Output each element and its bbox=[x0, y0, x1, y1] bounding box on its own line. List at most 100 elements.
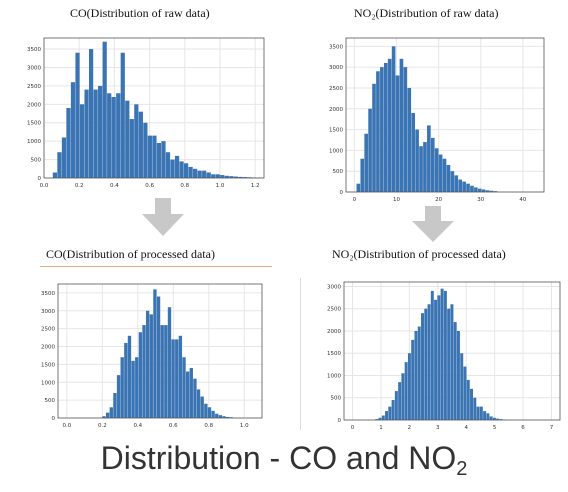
histogram-bar bbox=[486, 413, 490, 420]
histogram-bar bbox=[372, 83, 376, 192]
histogram-bar bbox=[98, 85, 103, 178]
histogram-bar bbox=[430, 137, 435, 192]
histogram-bar bbox=[458, 179, 463, 192]
x-tick-label: 0.8 bbox=[180, 183, 189, 189]
y-tick-label: 500 bbox=[331, 396, 342, 402]
down-arrow-icon bbox=[412, 206, 454, 242]
histogram-bar bbox=[135, 357, 139, 418]
histogram-bar bbox=[388, 406, 392, 420]
histogram-bar bbox=[430, 290, 434, 420]
histogram-bar bbox=[111, 96, 116, 178]
y-tick-label: 1500 bbox=[327, 351, 341, 357]
histogram-bar bbox=[421, 313, 424, 420]
histogram-bar bbox=[206, 172, 211, 178]
histogram-bar bbox=[438, 154, 443, 192]
histogram-bar bbox=[407, 353, 411, 420]
x-tick-label: 5 bbox=[493, 425, 497, 431]
no2-raw-histogram: 0 500 1000 1500 2000 2500 3000 3500 0 10 20 30 40 bbox=[316, 34, 548, 208]
histogram-bar bbox=[499, 419, 503, 420]
x-tick-label: 10 bbox=[393, 197, 400, 203]
histogram-bar bbox=[153, 289, 157, 418]
x-tick-label: 0.0 bbox=[62, 423, 71, 429]
y-tick-label: 500 bbox=[333, 169, 344, 175]
histogram-bar bbox=[178, 335, 183, 418]
histogram-bar bbox=[152, 135, 157, 178]
histogram-bar bbox=[183, 163, 189, 178]
y-tick-label: 1500 bbox=[27, 121, 41, 127]
histogram-bar bbox=[411, 339, 415, 420]
no2-processed-title: NO₂(Distribution of processed data) bbox=[332, 247, 506, 261]
histogram-bar bbox=[481, 189, 486, 192]
histogram-bar bbox=[233, 176, 238, 178]
co-processed-histogram: 0 500 1000 1500 2000 2500 3000 3500 0.0 0.2 0.4 0.6… bbox=[28, 280, 266, 434]
co-processed-title: CO(Distribution of processed data) bbox=[46, 247, 215, 261]
y-tick-label: 3500 bbox=[41, 291, 55, 297]
histogram-bar bbox=[450, 171, 455, 192]
histogram-bar bbox=[391, 399, 395, 420]
histogram-bar bbox=[453, 322, 457, 420]
slide-caption: Distribution - CO and NO2 bbox=[0, 440, 568, 481]
histogram-bar bbox=[215, 413, 219, 418]
histogram-bar bbox=[391, 46, 396, 192]
histogram-bar bbox=[120, 357, 124, 418]
histogram-bar bbox=[442, 158, 447, 192]
histogram-bar bbox=[456, 330, 460, 420]
y-tick-label: 3000 bbox=[41, 309, 55, 315]
y-tick-label: 2500 bbox=[27, 84, 41, 90]
x-tick-label: 3 bbox=[436, 425, 440, 431]
histogram-bar bbox=[378, 417, 382, 420]
y-tick-label: 1000 bbox=[27, 139, 41, 145]
y-tick-label: 3500 bbox=[27, 47, 41, 53]
histogram-bar bbox=[375, 419, 379, 420]
histogram-bar bbox=[179, 161, 184, 178]
histogram-bar bbox=[211, 174, 216, 178]
histogram-bar bbox=[427, 304, 431, 420]
x-tick-label: 1.0 bbox=[216, 183, 225, 189]
histogram-bar bbox=[107, 93, 112, 178]
x-tick-label: 1.2 bbox=[251, 183, 260, 189]
down-arrow-icon bbox=[142, 198, 184, 236]
histogram-bar bbox=[376, 71, 380, 192]
histogram-bar bbox=[222, 416, 226, 418]
co-raw-title: CO(Distribution of raw data) bbox=[70, 6, 210, 20]
histogram-bar bbox=[496, 418, 500, 420]
histogram-bar bbox=[160, 325, 164, 418]
histogram-bar bbox=[196, 389, 201, 418]
histogram-bar bbox=[399, 58, 404, 193]
histogram-bar bbox=[440, 288, 444, 420]
histogram-bar bbox=[125, 100, 130, 178]
histogram-bar bbox=[131, 360, 135, 418]
histogram-bar bbox=[401, 373, 405, 420]
histogram-bar bbox=[483, 411, 487, 420]
x-tick-label: 4 bbox=[464, 425, 468, 431]
histogram-bar bbox=[218, 415, 223, 418]
y-tick-label: 3000 bbox=[329, 65, 343, 71]
histogram-bar bbox=[164, 325, 168, 418]
histogram-bar bbox=[381, 415, 385, 420]
histogram-bar bbox=[188, 166, 193, 178]
plot-frame bbox=[43, 37, 265, 179]
histogram-bar bbox=[200, 396, 204, 418]
histogram-bar bbox=[174, 155, 180, 178]
histogram-bar bbox=[493, 191, 498, 192]
y-tick-label: 500 bbox=[31, 158, 42, 164]
histogram-bar bbox=[387, 58, 392, 193]
histogram-bar bbox=[485, 190, 490, 192]
y-tick-label: 1000 bbox=[327, 373, 341, 379]
x-tick-label: 40 bbox=[519, 197, 526, 203]
plot-frame bbox=[57, 283, 263, 419]
histogram-bar bbox=[165, 152, 171, 178]
histogram-bar bbox=[476, 406, 480, 420]
no2-raw-title: NO₂(Distribution of raw data) bbox=[354, 6, 499, 20]
histogram-bar bbox=[462, 181, 466, 192]
histogram-bar bbox=[220, 175, 225, 178]
x-tick-label: 0.0 bbox=[40, 183, 49, 189]
histogram-bar bbox=[407, 87, 412, 192]
y-tick-label: 2500 bbox=[327, 307, 341, 313]
histogram-bar bbox=[238, 176, 243, 178]
histogram-bar bbox=[479, 406, 483, 420]
histogram-bar bbox=[143, 122, 148, 178]
histogram-bar bbox=[489, 190, 494, 192]
histogram-bar bbox=[52, 172, 58, 178]
histogram-bar bbox=[211, 410, 215, 418]
